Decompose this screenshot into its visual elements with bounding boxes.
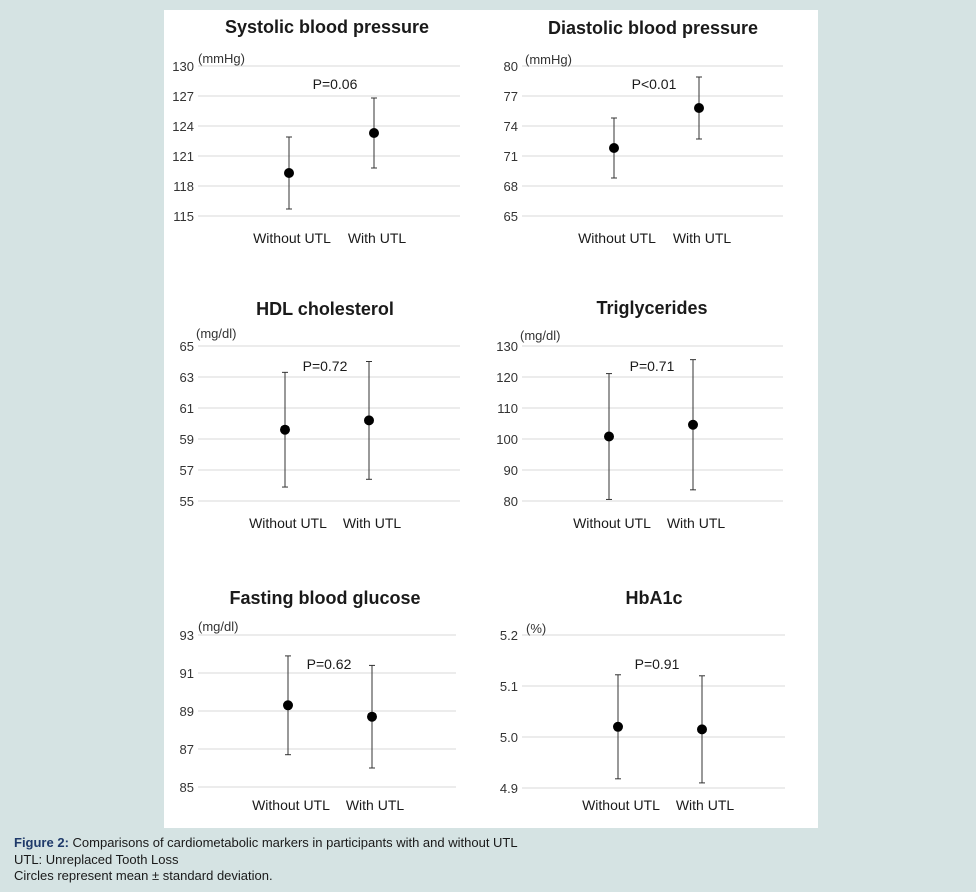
unit-label: (mg/dl) bbox=[520, 328, 560, 343]
y-tick-label: 74 bbox=[504, 119, 518, 134]
category-label: Without UTL bbox=[249, 515, 327, 531]
caption-label: Figure 2: bbox=[14, 835, 69, 850]
y-tick-label: 77 bbox=[504, 89, 518, 104]
mean-point bbox=[697, 724, 707, 735]
y-tick-label: 89 bbox=[180, 704, 194, 719]
y-tick-label: 90 bbox=[504, 463, 518, 478]
chart-6: 4.9 5.0 5.1 5.2 HbA1c (%) P=0.91 Without UTL Wit… bbox=[500, 588, 785, 813]
caption-line-2: UTL: Unreplaced Tooth Loss bbox=[14, 851, 179, 867]
y-tick-label: 115 bbox=[173, 209, 194, 224]
y-tick-label: 130 bbox=[496, 339, 518, 354]
unit-label: (mg/dl) bbox=[196, 326, 236, 341]
unit-label: (mg/dl) bbox=[198, 619, 238, 634]
p-value-label: P<0.01 bbox=[632, 76, 677, 92]
y-tick-label: 120 bbox=[496, 370, 518, 385]
mean-point bbox=[283, 700, 293, 711]
mean-point bbox=[367, 711, 377, 722]
y-tick-label: 65 bbox=[504, 209, 518, 224]
p-value-label: P=0.06 bbox=[313, 76, 358, 92]
category-label: With UTL bbox=[346, 797, 405, 813]
category-label: Without UTL bbox=[252, 797, 330, 813]
y-tick-label: 110 bbox=[497, 401, 518, 416]
chart-title: HbA1c bbox=[625, 588, 682, 608]
chart-4: 80 90 100 110 120 130 Triglycerides (mg/dl) P=0.… bbox=[496, 298, 783, 531]
charts-grid: 115 118 121 124 127 130 Systolic blood pressur… bbox=[172, 17, 785, 813]
chart-2: 65 68 71 74 77 80 Diastolic blood pressure (mmH… bbox=[504, 18, 783, 246]
chart-title: Triglycerides bbox=[596, 298, 707, 318]
chart-3: 55 57 59 61 63 65 HDL cholesterol (mg/dl) P=0.72… bbox=[180, 299, 460, 531]
chart-title: Diastolic blood pressure bbox=[548, 18, 758, 38]
category-label: With UTL bbox=[676, 797, 735, 813]
mean-point bbox=[364, 415, 374, 426]
unit-label: (mmHg) bbox=[198, 51, 245, 66]
chart-1: 115 118 121 124 127 130 Systolic blood pressur… bbox=[172, 17, 460, 246]
y-tick-label: 118 bbox=[173, 179, 194, 194]
y-tick-label: 130 bbox=[172, 59, 194, 74]
p-value-label: P=0.62 bbox=[307, 656, 352, 672]
unit-label: (mmHg) bbox=[525, 52, 572, 67]
y-tick-label: 100 bbox=[496, 432, 518, 447]
chart-title: Fasting blood glucose bbox=[229, 588, 420, 608]
category-label: Without UTL bbox=[582, 797, 660, 813]
y-tick-label: 87 bbox=[180, 742, 194, 757]
mean-point bbox=[688, 419, 698, 430]
mean-point bbox=[284, 168, 294, 178]
chart-5: 85 87 89 91 93 Fasting blood glucose (mg/dl) P=… bbox=[180, 588, 456, 813]
mean-point bbox=[613, 721, 623, 732]
category-label: Without UTL bbox=[578, 230, 656, 246]
caption-title: Comparisons of cardiometabolic markers i… bbox=[68, 835, 518, 850]
y-tick-label: 4.9 bbox=[500, 781, 518, 796]
caption-line-1: Figure 2: Comparisons of cardiometabolic… bbox=[14, 835, 518, 852]
y-tick-label: 80 bbox=[504, 494, 518, 509]
y-tick-label: 121 bbox=[172, 149, 194, 164]
figure-caption: Figure 2: Comparisons of cardiometabolic… bbox=[14, 835, 518, 885]
p-value-label: P=0.71 bbox=[630, 358, 675, 374]
chart-title: HDL cholesterol bbox=[256, 299, 394, 319]
y-tick-label: 55 bbox=[180, 494, 194, 509]
y-tick-label: 61 bbox=[180, 401, 194, 416]
category-label: Without UTL bbox=[573, 515, 651, 531]
mean-point bbox=[280, 424, 290, 435]
y-tick-label: 68 bbox=[504, 179, 518, 194]
mean-point bbox=[604, 431, 614, 442]
y-tick-label: 5.1 bbox=[500, 679, 518, 694]
category-label: With UTL bbox=[348, 230, 407, 246]
y-tick-label: 5.0 bbox=[500, 730, 518, 745]
figure-panel bbox=[164, 10, 818, 828]
mean-point bbox=[609, 143, 619, 153]
p-value-label: P=0.72 bbox=[303, 358, 348, 374]
y-tick-label: 127 bbox=[172, 89, 194, 104]
category-label: With UTL bbox=[673, 230, 732, 246]
y-tick-label: 91 bbox=[180, 666, 194, 681]
y-tick-label: 5.2 bbox=[500, 628, 518, 643]
y-tick-label: 59 bbox=[180, 432, 194, 447]
y-tick-label: 93 bbox=[180, 628, 194, 643]
y-tick-label: 57 bbox=[180, 463, 194, 478]
category-label: With UTL bbox=[343, 515, 402, 531]
y-tick-label: 65 bbox=[180, 339, 194, 354]
y-tick-label: 80 bbox=[504, 59, 518, 74]
mean-point bbox=[369, 128, 379, 138]
y-tick-label: 71 bbox=[504, 149, 518, 164]
category-label: With UTL bbox=[667, 515, 726, 531]
mean-point bbox=[694, 103, 704, 113]
p-value-label: P=0.91 bbox=[635, 656, 680, 672]
y-tick-label: 124 bbox=[172, 119, 194, 134]
chart-title: Systolic blood pressure bbox=[225, 17, 429, 37]
category-label: Without UTL bbox=[253, 230, 331, 246]
y-tick-label: 63 bbox=[180, 370, 194, 385]
caption-line-3: Circles represent mean ± standard deviat… bbox=[14, 868, 273, 883]
y-tick-label: 85 bbox=[180, 780, 194, 795]
unit-label: (%) bbox=[526, 621, 546, 636]
